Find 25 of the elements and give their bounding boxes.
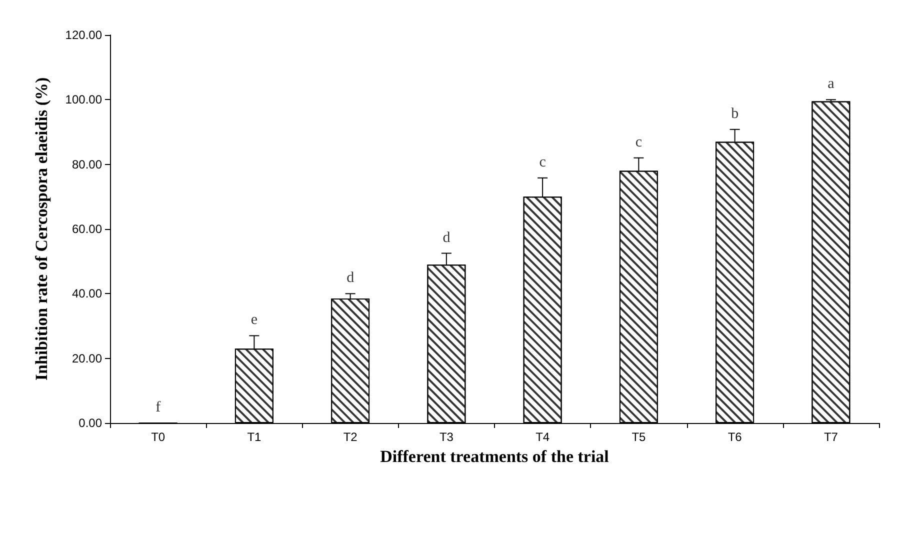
y-tick-label: 100.00 xyxy=(65,92,102,107)
x-axis-title: Different treatments of the trial xyxy=(380,446,610,466)
annotation: f xyxy=(156,400,161,416)
x-tick-label: T6 xyxy=(728,430,742,444)
x-tick-label: T0 xyxy=(151,430,166,444)
annotation: e xyxy=(250,312,258,328)
annotation: c xyxy=(539,154,546,170)
annotation: c xyxy=(635,134,642,150)
annotation: b xyxy=(731,106,739,122)
x-tick-label: T3 xyxy=(439,430,454,444)
annotation: d xyxy=(442,230,451,246)
annotation: d xyxy=(346,270,355,286)
y-tick-label: 40.00 xyxy=(72,286,102,301)
y-tick-label: 80.00 xyxy=(72,157,102,172)
x-tick-label: T2 xyxy=(343,430,358,444)
y-tick-label: 120.00 xyxy=(65,28,102,42)
x-tick-label: T7 xyxy=(824,430,838,444)
y-tick-label: 0.00 xyxy=(78,416,102,430)
x-tick-label: T4 xyxy=(536,430,550,444)
y-tick-label: 20.00 xyxy=(72,351,102,366)
y-axis-title: Inhibition rate of Cercospora elaeidis (%) xyxy=(32,77,51,381)
x-tick-label: T1 xyxy=(247,430,262,444)
y-tick-label: 60.00 xyxy=(72,222,102,236)
x-tick-label: T5 xyxy=(632,430,646,444)
annotation: a xyxy=(828,76,835,92)
